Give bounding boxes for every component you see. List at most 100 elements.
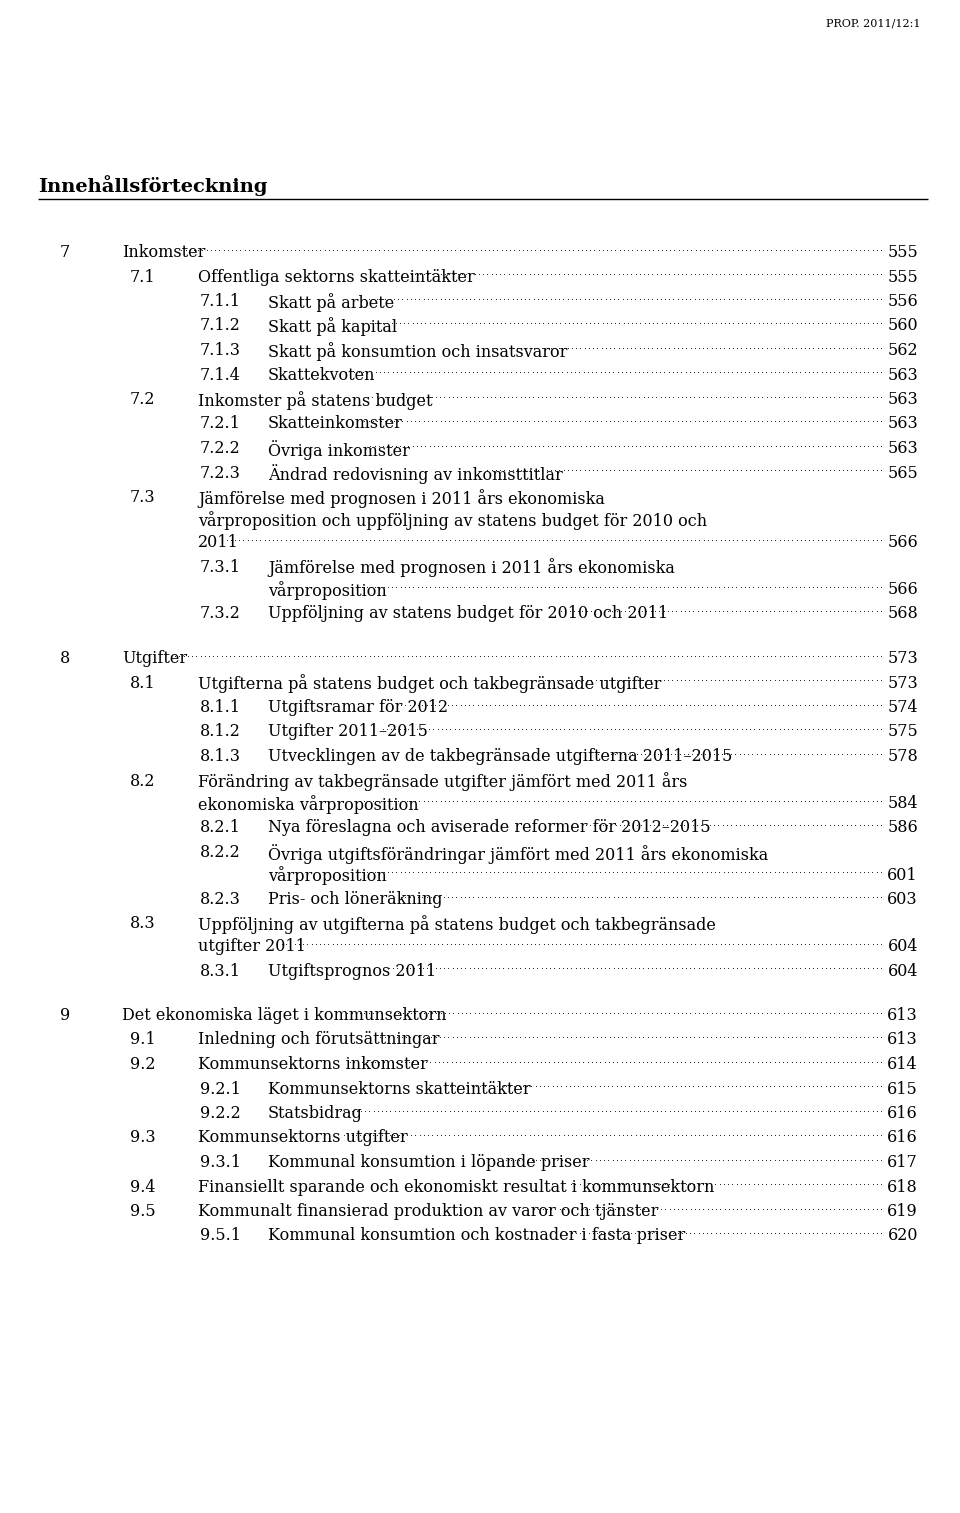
Text: Kommunalt finansierad produktion av varor och tjänster: Kommunalt finansierad produktion av varo… xyxy=(198,1203,659,1219)
Text: 555: 555 xyxy=(887,268,918,286)
Text: Skattekvoten: Skattekvoten xyxy=(268,366,375,383)
Text: vårproposition och uppföljning av statens budget för 2010 och: vårproposition och uppföljning av staten… xyxy=(198,511,708,531)
Text: 619: 619 xyxy=(887,1203,918,1219)
Text: 555: 555 xyxy=(887,244,918,262)
Text: 620: 620 xyxy=(887,1227,918,1245)
Text: Utgiftsprognos 2011: Utgiftsprognos 2011 xyxy=(268,962,436,979)
Text: 7.3.1: 7.3.1 xyxy=(200,558,241,575)
Text: 574: 574 xyxy=(887,699,918,716)
Text: 7.1.4: 7.1.4 xyxy=(200,366,241,383)
Text: 7.3.2: 7.3.2 xyxy=(200,605,241,622)
Text: Utgifter 2011–2015: Utgifter 2011–2015 xyxy=(268,723,428,740)
Text: 566: 566 xyxy=(887,581,918,598)
Text: Jämförelse med prognosen i 2011 års ekonomiska: Jämförelse med prognosen i 2011 års ekon… xyxy=(268,558,675,578)
Text: Jämförelse med prognosen i 2011 års ekonomiska: Jämförelse med prognosen i 2011 års ekon… xyxy=(198,489,605,508)
Text: Förändring av takbegränsade utgifter jämfört med 2011 års: Förändring av takbegränsade utgifter jäm… xyxy=(198,773,687,791)
Text: 7.2.3: 7.2.3 xyxy=(200,464,241,481)
Text: Kommunal konsumtion och kostnader i fasta priser: Kommunal konsumtion och kostnader i fast… xyxy=(268,1227,685,1245)
Text: Utgifter: Utgifter xyxy=(122,651,187,667)
Text: 617: 617 xyxy=(887,1154,918,1171)
Text: 7.1.1: 7.1.1 xyxy=(200,294,241,310)
Text: Inkomster: Inkomster xyxy=(122,244,205,262)
Text: Skatt på konsumtion och insatsvaror: Skatt på konsumtion och insatsvaror xyxy=(268,342,567,362)
Text: 603: 603 xyxy=(887,891,918,908)
Text: vårproposition: vårproposition xyxy=(268,581,387,601)
Text: 613: 613 xyxy=(887,1032,918,1049)
Text: Kommunsektorns skatteintäkter: Kommunsektorns skatteintäkter xyxy=(268,1080,531,1097)
Text: Kommunsektorns utgifter: Kommunsektorns utgifter xyxy=(198,1130,408,1147)
Text: 604: 604 xyxy=(887,962,918,979)
Text: 7.1: 7.1 xyxy=(130,268,156,286)
Text: 9.1: 9.1 xyxy=(130,1032,156,1049)
Text: Skatteinkomster: Skatteinkomster xyxy=(268,416,403,433)
Text: 9.5: 9.5 xyxy=(130,1203,156,1219)
Text: Inledning och förutsättningar: Inledning och förutsättningar xyxy=(198,1032,440,1049)
Text: Skatt på arbete: Skatt på arbete xyxy=(268,294,395,312)
Text: 563: 563 xyxy=(887,440,918,457)
Text: 7.2.1: 7.2.1 xyxy=(200,416,241,433)
Text: 566: 566 xyxy=(887,534,918,551)
Text: 613: 613 xyxy=(887,1008,918,1024)
Text: Kommunsektorns inkomster: Kommunsektorns inkomster xyxy=(198,1056,428,1073)
Text: Övriga inkomster: Övriga inkomster xyxy=(268,440,410,460)
Text: 9.3: 9.3 xyxy=(130,1130,156,1147)
Text: PROP. 2011/12:1: PROP. 2011/12:1 xyxy=(826,18,920,29)
Text: 2011: 2011 xyxy=(198,534,239,551)
Text: 8.3.1: 8.3.1 xyxy=(200,962,241,979)
Text: 9.2.2: 9.2.2 xyxy=(200,1104,241,1123)
Text: 573: 573 xyxy=(887,651,918,667)
Text: 578: 578 xyxy=(887,747,918,766)
Text: 9.3.1: 9.3.1 xyxy=(200,1154,241,1171)
Text: Det ekonomiska läget i kommunsektorn: Det ekonomiska läget i kommunsektorn xyxy=(122,1008,446,1024)
Text: 7.2.2: 7.2.2 xyxy=(200,440,241,457)
Text: 7.3: 7.3 xyxy=(130,489,156,505)
Text: 8.2.2: 8.2.2 xyxy=(200,844,241,861)
Text: Övriga utgiftsförändringar jämfört med 2011 års ekonomiska: Övriga utgiftsförändringar jämfört med 2… xyxy=(268,844,768,864)
Text: 8.1: 8.1 xyxy=(130,675,156,691)
Text: 604: 604 xyxy=(887,938,918,955)
Text: 8.1.2: 8.1.2 xyxy=(200,723,241,740)
Text: 9.4: 9.4 xyxy=(130,1179,156,1195)
Text: 8.3: 8.3 xyxy=(130,915,156,932)
Text: Pris- och löneräkning: Pris- och löneräkning xyxy=(268,891,443,908)
Text: 614: 614 xyxy=(887,1056,918,1073)
Text: Utvecklingen av de takbegränsade utgifterna 2011–2015: Utvecklingen av de takbegränsade utgifte… xyxy=(268,747,732,766)
Text: 7: 7 xyxy=(60,244,70,262)
Text: Nya föreslagna och aviserade reformer för 2012–2015: Nya föreslagna och aviserade reformer fö… xyxy=(268,820,710,837)
Text: Offentliga sektorns skatteintäkter: Offentliga sektorns skatteintäkter xyxy=(198,268,475,286)
Text: 568: 568 xyxy=(887,605,918,622)
Text: 562: 562 xyxy=(887,342,918,359)
Text: Ändrad redovisning av inkomsttitlar: Ändrad redovisning av inkomsttitlar xyxy=(268,464,563,484)
Text: vårproposition: vårproposition xyxy=(268,867,387,885)
Text: 8.1.3: 8.1.3 xyxy=(200,747,241,766)
Text: 563: 563 xyxy=(887,366,918,383)
Text: Innehållsförteckning: Innehållsförteckning xyxy=(38,176,268,195)
Text: 7.1.2: 7.1.2 xyxy=(200,318,241,334)
Text: 618: 618 xyxy=(887,1179,918,1195)
Text: 601: 601 xyxy=(887,867,918,884)
Text: 7.2: 7.2 xyxy=(130,390,156,409)
Text: 9.5.1: 9.5.1 xyxy=(200,1227,241,1245)
Text: 573: 573 xyxy=(887,675,918,691)
Text: Inkomster på statens budget: Inkomster på statens budget xyxy=(198,390,433,410)
Text: 8: 8 xyxy=(60,651,70,667)
Text: 616: 616 xyxy=(887,1104,918,1123)
Text: 556: 556 xyxy=(887,294,918,310)
Text: 560: 560 xyxy=(887,318,918,334)
Text: 565: 565 xyxy=(887,464,918,481)
Text: 9.2: 9.2 xyxy=(130,1056,156,1073)
Text: 8.2.3: 8.2.3 xyxy=(200,891,241,908)
Text: Skatt på kapital: Skatt på kapital xyxy=(268,318,397,336)
Text: 575: 575 xyxy=(887,723,918,740)
Text: 616: 616 xyxy=(887,1130,918,1147)
Text: Uppföljning av utgifterna på statens budget och takbegränsade: Uppföljning av utgifterna på statens bud… xyxy=(198,915,716,935)
Text: 563: 563 xyxy=(887,416,918,433)
Text: 584: 584 xyxy=(887,794,918,812)
Text: Statsbidrag: Statsbidrag xyxy=(268,1104,363,1123)
Text: 8.2.1: 8.2.1 xyxy=(200,820,241,837)
Text: Finansiellt sparande och ekonomiskt resultat i kommunsektorn: Finansiellt sparande och ekonomiskt resu… xyxy=(198,1179,714,1195)
Text: 615: 615 xyxy=(887,1080,918,1097)
Text: 8.2: 8.2 xyxy=(130,773,156,790)
Text: utgifter 2011: utgifter 2011 xyxy=(198,938,306,955)
Text: 9.2.1: 9.2.1 xyxy=(200,1080,241,1097)
